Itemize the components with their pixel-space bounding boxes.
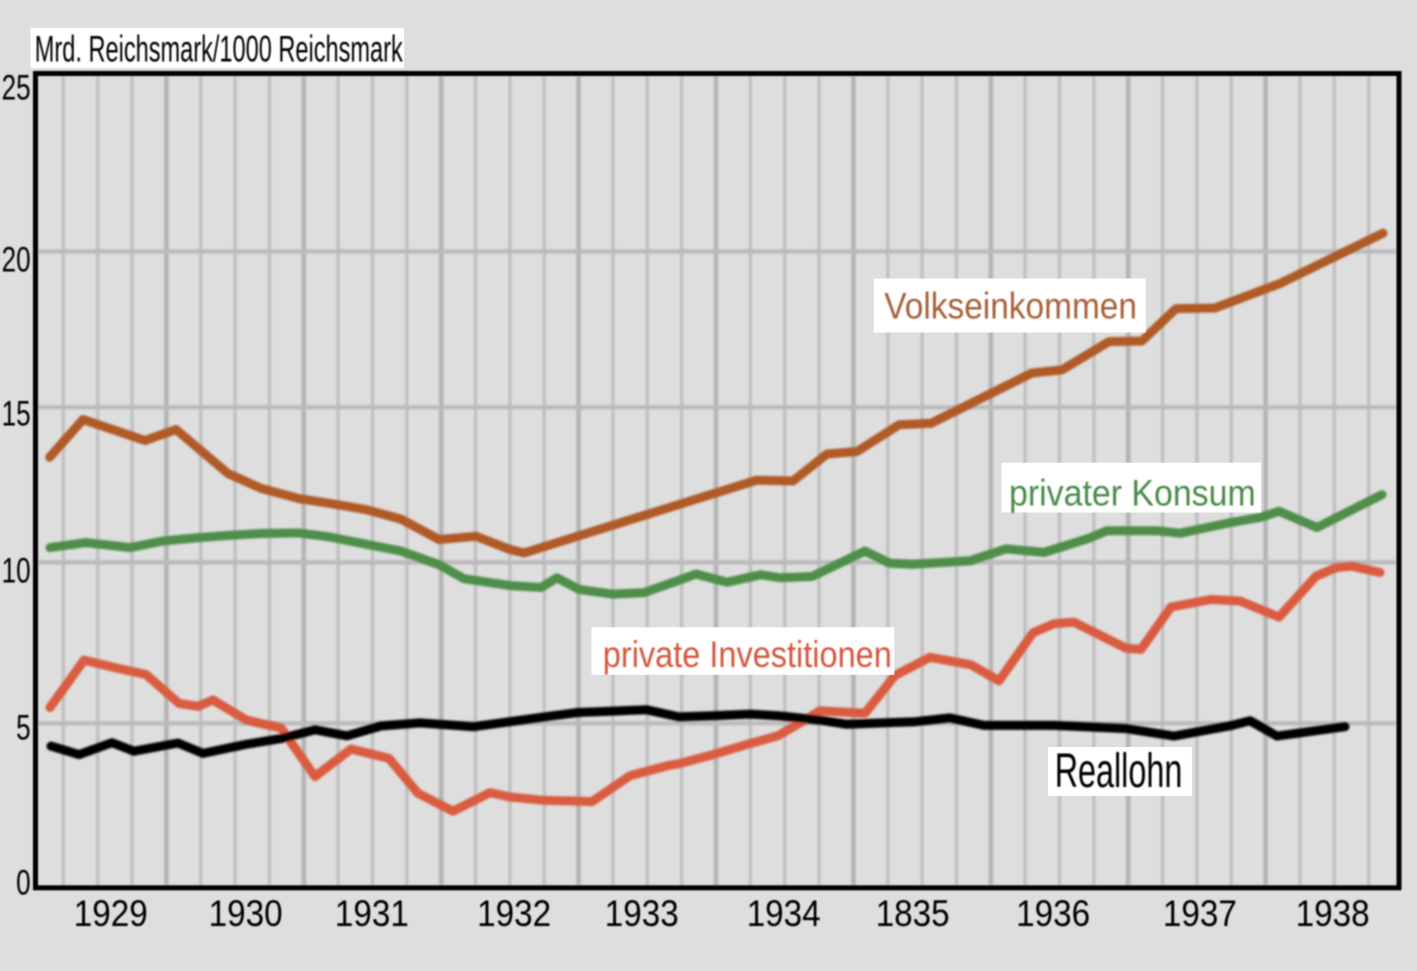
svg-text:Mrd. Reichsmark/1000 Reichsmar: Mrd. Reichsmark/1000 Reichsmark xyxy=(35,28,403,69)
svg-text:private Investitionen: private Investitionen xyxy=(603,634,892,675)
svg-text:1931: 1931 xyxy=(335,892,409,934)
svg-text:25: 25 xyxy=(2,69,31,108)
svg-text:1937: 1937 xyxy=(1163,892,1237,934)
svg-text:1932: 1932 xyxy=(477,892,551,934)
svg-text:Reallohn: Reallohn xyxy=(1055,745,1183,798)
svg-text:1936: 1936 xyxy=(1016,892,1090,934)
svg-text:15: 15 xyxy=(2,395,31,434)
svg-text:10: 10 xyxy=(2,552,31,591)
svg-text:20: 20 xyxy=(2,241,31,280)
svg-text:1933: 1933 xyxy=(605,892,679,934)
svg-text:privater Konsum: privater Konsum xyxy=(1009,473,1256,514)
svg-text:1835: 1835 xyxy=(876,892,950,934)
svg-text:0: 0 xyxy=(16,864,31,903)
svg-text:1934: 1934 xyxy=(747,892,821,934)
svg-text:1930: 1930 xyxy=(209,892,283,934)
svg-text:1929: 1929 xyxy=(74,892,148,934)
svg-text:Volkseinkommen: Volkseinkommen xyxy=(884,286,1137,327)
svg-text:5: 5 xyxy=(16,709,31,748)
svg-text:1938: 1938 xyxy=(1296,892,1370,934)
